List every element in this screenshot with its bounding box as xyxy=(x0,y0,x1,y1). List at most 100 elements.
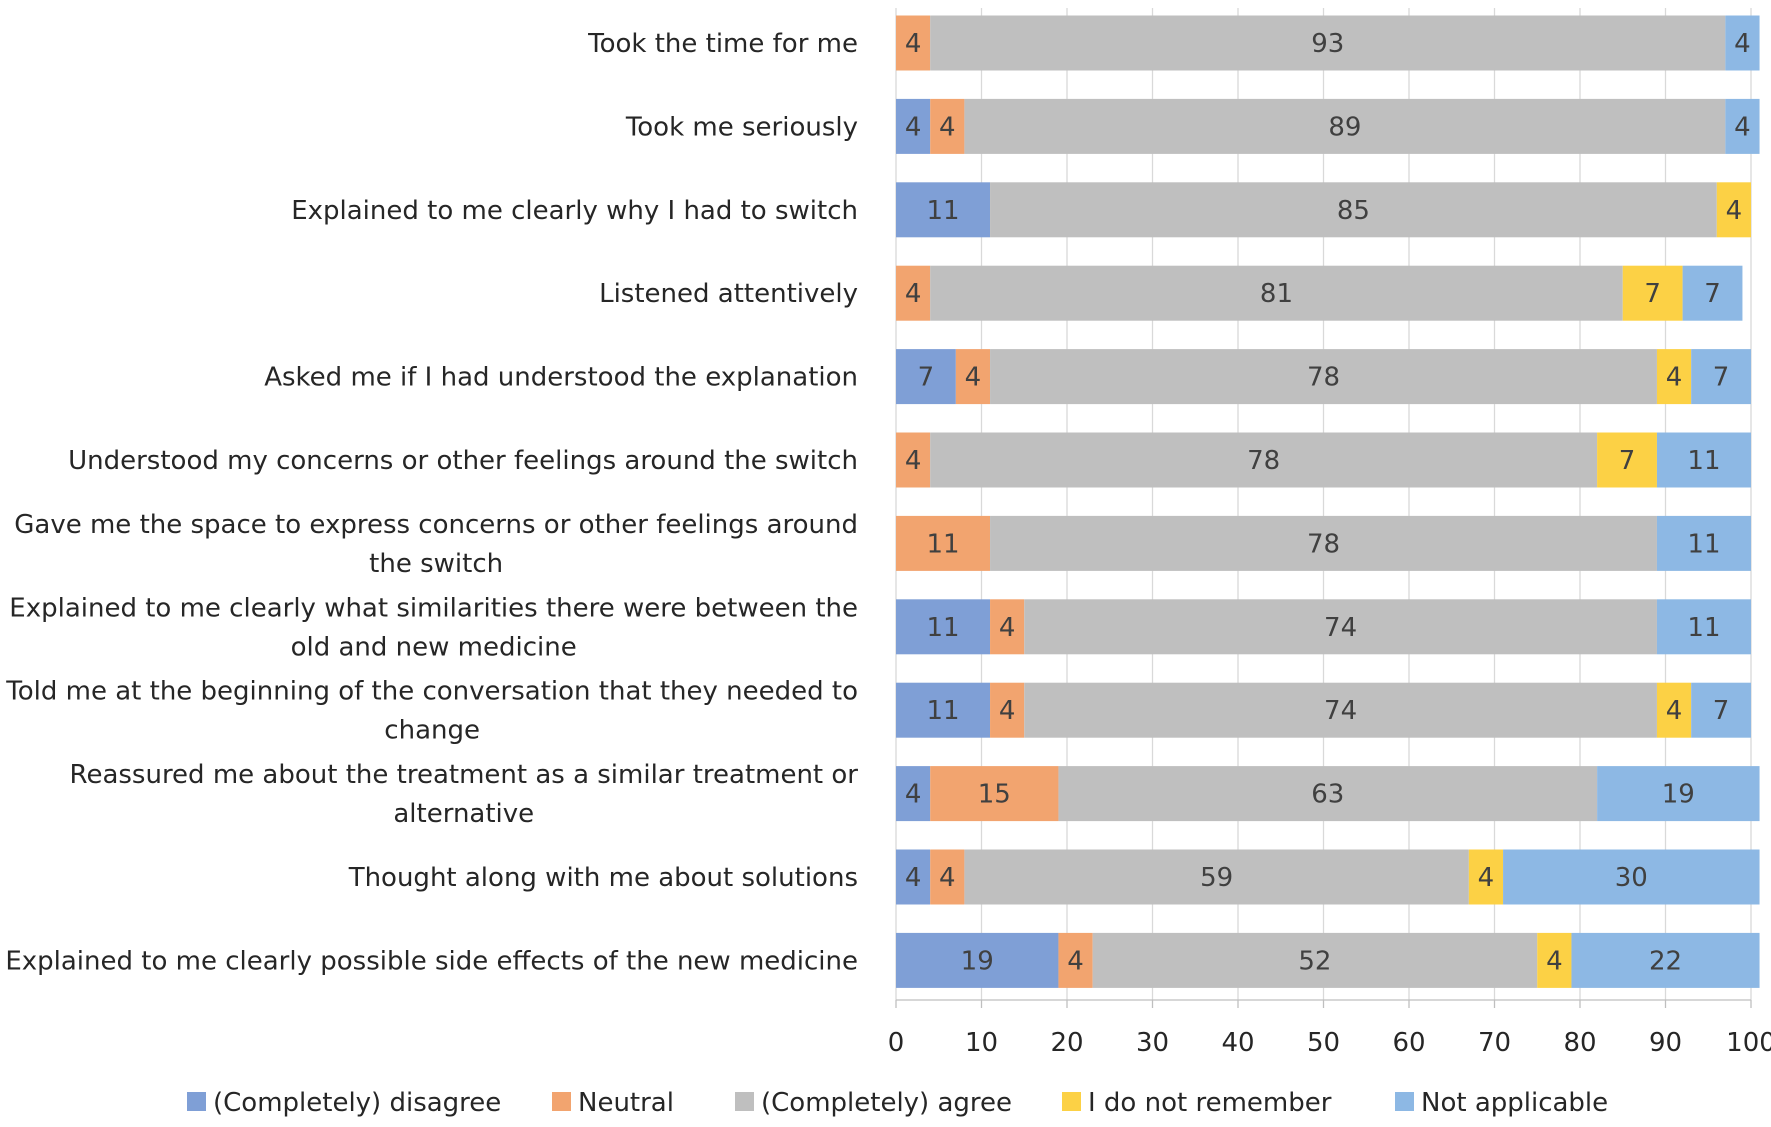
bar-segment xyxy=(1597,766,1760,822)
category-label: Understood my concerns or other feelings… xyxy=(68,446,858,476)
data-label: 63 xyxy=(1311,780,1344,810)
data-label: 7 xyxy=(1619,446,1636,476)
bar-segment xyxy=(896,932,1059,988)
data-label: 11 xyxy=(1687,446,1720,476)
bar-segment xyxy=(896,682,991,738)
data-label: 4 xyxy=(1666,696,1683,726)
data-label: 4 xyxy=(999,696,1016,726)
data-label: 7 xyxy=(1644,279,1661,309)
category-label: Told me at the beginning of the conversa… xyxy=(5,677,858,707)
bar-segment xyxy=(1682,265,1743,321)
bar-segment xyxy=(1571,932,1760,988)
category-label: Thought along with me about solutions xyxy=(348,863,858,893)
bar-segment xyxy=(964,98,1726,154)
category-label: old and new medicine xyxy=(291,632,577,662)
data-label: 4 xyxy=(939,112,956,142)
bar-segment xyxy=(1725,15,1760,71)
data-label: 7 xyxy=(1713,696,1730,726)
bar-segment xyxy=(930,849,965,905)
bar-segment xyxy=(896,766,931,822)
bar-segment xyxy=(1092,932,1538,988)
data-label: 15 xyxy=(978,780,1011,810)
data-label: 19 xyxy=(1662,780,1695,810)
legend-label: Neutral xyxy=(578,1088,674,1118)
legend-swatch xyxy=(1395,1092,1414,1111)
category-label: Asked me if I had understood the explana… xyxy=(264,363,858,393)
data-label: 11 xyxy=(926,529,959,559)
bar-segment xyxy=(1024,682,1657,738)
bar-segment xyxy=(930,766,1059,822)
bar-segment xyxy=(990,599,1025,655)
data-label: 78 xyxy=(1247,446,1280,476)
bar-segment xyxy=(990,182,1717,238)
x-tick-label: 10 xyxy=(965,1028,998,1058)
data-label: 4 xyxy=(1734,29,1751,59)
data-label: 4 xyxy=(939,863,956,893)
x-axis: 0 10 20 30 40 50 60 70 80 90 100 xyxy=(888,999,1771,1058)
x-tick-label: 100 xyxy=(1726,1028,1771,1058)
data-label: 81 xyxy=(1260,279,1293,309)
x-tick-label: 40 xyxy=(1221,1028,1254,1058)
bar-segment xyxy=(930,265,1623,321)
data-label: 11 xyxy=(1687,529,1720,559)
data-label: 4 xyxy=(905,446,922,476)
bar-segment xyxy=(1656,432,1751,488)
legend-swatch xyxy=(187,1092,206,1111)
legend: (Completely) disagree Neutral (Completely)… xyxy=(187,1088,1608,1118)
data-label: 4 xyxy=(905,29,922,59)
data-label: 74 xyxy=(1324,696,1357,726)
bar-segment xyxy=(896,515,991,571)
grid-layer xyxy=(895,8,1752,1000)
bar-segment xyxy=(896,265,931,321)
bar-segment xyxy=(1656,682,1692,738)
data-label: 74 xyxy=(1324,613,1357,643)
data-label: 19 xyxy=(961,946,994,976)
x-tick-label: 60 xyxy=(1392,1028,1425,1058)
x-tick-label: 90 xyxy=(1649,1028,1682,1058)
data-label: 4 xyxy=(905,780,922,810)
category-label: Listened attentively xyxy=(599,279,858,309)
x-tick-label: 20 xyxy=(1050,1028,1083,1058)
bar-segment xyxy=(1503,849,1760,905)
bar-segment xyxy=(1058,932,1093,988)
data-label: 11 xyxy=(926,696,959,726)
data-label: 4 xyxy=(905,112,922,142)
x-tick-label: 0 xyxy=(888,1028,905,1058)
data-label: 11 xyxy=(926,196,959,226)
legend-label: I do not remember xyxy=(1088,1088,1332,1118)
bar-segment xyxy=(990,349,1657,405)
category-label: Gave me the space to express concerns or… xyxy=(14,510,858,540)
data-label: 4 xyxy=(1726,196,1743,226)
legend-label: Not applicable xyxy=(1421,1088,1608,1118)
data-label: 89 xyxy=(1328,112,1361,142)
bar-segment xyxy=(1716,182,1751,238)
bar-segment xyxy=(930,98,965,154)
bar-segment xyxy=(896,182,991,238)
bar-segment xyxy=(1468,849,1504,905)
x-tick-label: 70 xyxy=(1478,1028,1511,1058)
data-label: 11 xyxy=(1687,613,1720,643)
data-label: 22 xyxy=(1649,946,1682,976)
data-label: 78 xyxy=(1307,529,1340,559)
category-labels: Took the time for me Took me seriously Exp… xyxy=(5,29,858,976)
category-label: Explained to me clearly possible side ef… xyxy=(5,946,858,976)
data-label: 93 xyxy=(1311,29,1344,59)
bar-segment xyxy=(990,682,1025,738)
bar-segment xyxy=(1656,599,1751,655)
data-label: 4 xyxy=(965,363,982,393)
bar-segment xyxy=(930,15,1726,71)
category-label: Explained to me clearly what similaritie… xyxy=(9,593,858,623)
bar-segment xyxy=(1058,766,1598,822)
data-label: 59 xyxy=(1200,863,1233,893)
data-label: 7 xyxy=(1704,279,1721,309)
category-label: Explained to me clearly why I had to swi… xyxy=(291,196,858,226)
bar-segment xyxy=(1597,432,1657,488)
category-label: Reassured me about the treatment as a si… xyxy=(70,760,859,790)
category-label: alternative xyxy=(393,799,534,829)
bar-segment xyxy=(1691,349,1751,405)
bar-segment xyxy=(1024,599,1657,655)
x-tick-label: 50 xyxy=(1307,1028,1340,1058)
